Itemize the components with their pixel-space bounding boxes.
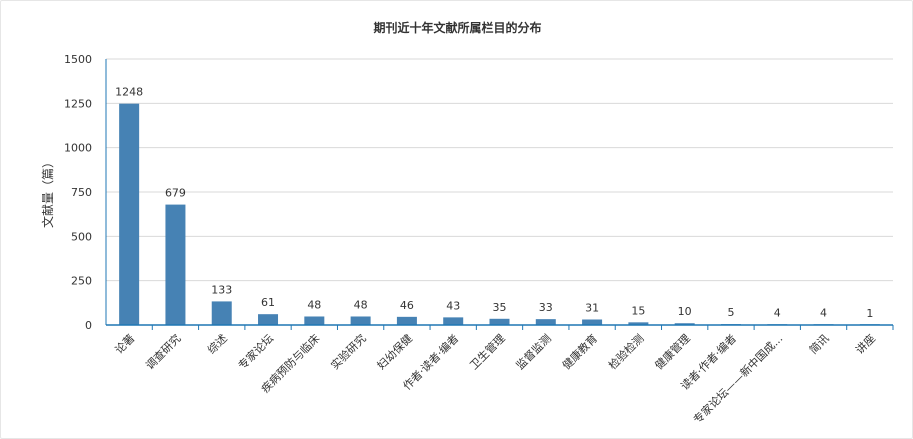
bar[interactable] bbox=[628, 322, 649, 325]
data-label: 679 bbox=[165, 187, 186, 200]
bar[interactable] bbox=[165, 204, 186, 325]
data-label: 5 bbox=[727, 306, 734, 319]
data-label: 4 bbox=[774, 306, 781, 319]
x-tick-label: 检验检测 bbox=[605, 331, 646, 372]
x-tick-label: 简讯 bbox=[806, 331, 831, 356]
x-tick-label: 综述 bbox=[204, 331, 229, 356]
bars bbox=[119, 103, 880, 325]
y-tick-label: 0 bbox=[85, 319, 92, 332]
data-label: 10 bbox=[678, 305, 692, 318]
data-label: 1248 bbox=[115, 86, 143, 99]
x-tick-label: 监督监测 bbox=[513, 331, 554, 372]
axes bbox=[105, 59, 894, 330]
x-tick-label: 专家论坛——新中国成... bbox=[690, 331, 785, 426]
bar[interactable] bbox=[489, 318, 510, 325]
data-label: 31 bbox=[585, 302, 599, 315]
data-label: 61 bbox=[261, 296, 275, 309]
x-tick-label: 实验研究 bbox=[328, 331, 369, 372]
y-axis-title: 文献量（篇） bbox=[40, 156, 55, 228]
data-label: 35 bbox=[493, 301, 507, 314]
data-label: 48 bbox=[354, 298, 368, 311]
data-label: 15 bbox=[631, 304, 645, 317]
y-tick-label: 1250 bbox=[64, 97, 92, 110]
data-label: 43 bbox=[446, 299, 460, 312]
x-tick-label: 卫生管理 bbox=[467, 331, 508, 372]
x-tick-label: 健康管理 bbox=[652, 331, 693, 372]
bar[interactable] bbox=[582, 319, 603, 325]
y-tick-label: 500 bbox=[71, 230, 92, 243]
y-tick-label: 1500 bbox=[64, 53, 92, 66]
x-tick-label: 妇幼保健 bbox=[374, 331, 415, 372]
bar[interactable] bbox=[674, 323, 695, 325]
data-label: 4 bbox=[820, 306, 827, 319]
y-tick-label: 250 bbox=[71, 275, 92, 288]
bar[interactable] bbox=[535, 319, 556, 325]
x-tick-label: 调查研究 bbox=[143, 331, 184, 372]
x-tick-label: 健康教育 bbox=[559, 331, 600, 372]
y-tick-label: 1000 bbox=[64, 142, 92, 155]
gridlines bbox=[106, 58, 893, 282]
labels: 02505007501000125015001248论著679调查研究133综述… bbox=[64, 53, 878, 426]
x-tick-label: 专家论坛 bbox=[235, 331, 276, 372]
bar[interactable] bbox=[304, 316, 325, 325]
bar[interactable] bbox=[258, 314, 279, 325]
data-label: 33 bbox=[539, 301, 553, 314]
bar[interactable] bbox=[396, 316, 417, 325]
data-label: 46 bbox=[400, 299, 414, 312]
chart-title: 期刊近十年文献所属栏目的分布 bbox=[373, 21, 542, 35]
x-tick-label: 讲座 bbox=[853, 331, 878, 356]
bar[interactable] bbox=[350, 316, 371, 325]
x-tick-label: 论著 bbox=[112, 331, 137, 356]
bar[interactable] bbox=[119, 103, 140, 325]
bar[interactable] bbox=[211, 301, 232, 325]
data-label: 133 bbox=[211, 283, 232, 296]
y-tick-label: 750 bbox=[71, 186, 92, 199]
bar[interactable] bbox=[443, 317, 464, 325]
data-label: 1 bbox=[866, 307, 873, 320]
data-label: 48 bbox=[307, 298, 321, 311]
